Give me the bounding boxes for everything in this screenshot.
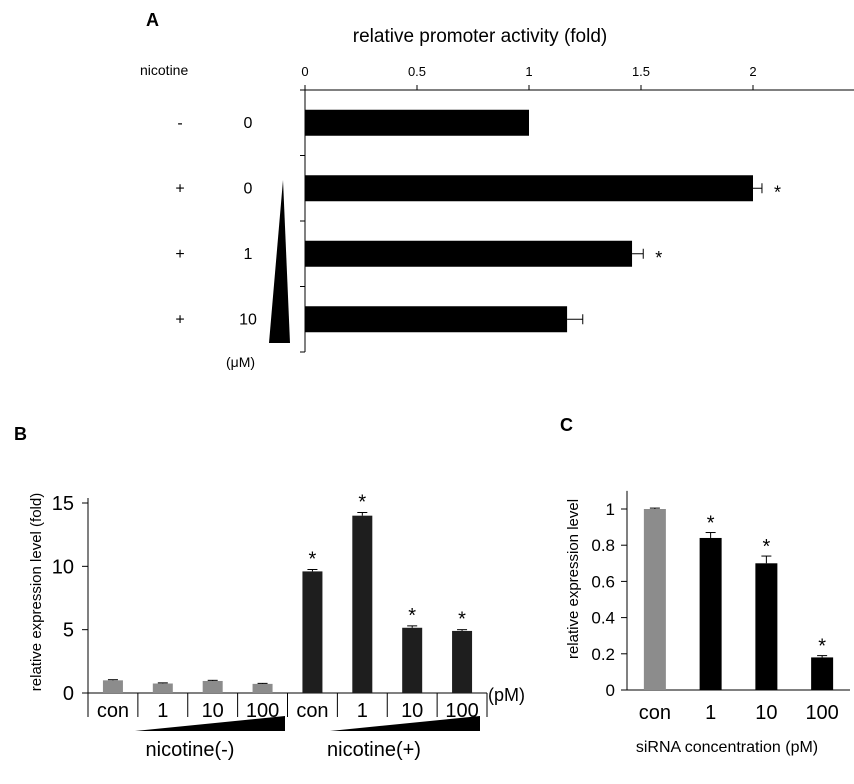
panel-c-y-tick-label: 0.2 [591,645,615,664]
panel-c-bar [811,657,834,690]
panel-c-y-tick-label: 0.8 [591,536,615,555]
panel-c-significance: * [818,636,826,658]
panel-c-x-tick-label: con [639,702,671,724]
panel-a-bar [305,175,753,202]
panel-a-x-tick-label: 2 [749,64,756,79]
panel-b-x-tick-label: 1 [357,700,368,722]
panel-b-bar [352,515,373,693]
panel-c-bar [699,537,722,690]
panel-b-x-tick-label: 10 [202,700,224,722]
panel-c-bar [755,563,778,690]
panel-a-x-tick-label: 1 [525,64,532,79]
panel-a-dose-label: 1 [244,246,253,263]
panel-c-x-tick-label: 10 [755,702,777,724]
panel-c-y-tick-label: 0 [606,681,615,700]
panel-a-nicotine-sign: + [175,180,184,197]
panel-c-xlabel: siRNA concentration (pM) [636,739,818,756]
panel-b-bar [102,680,123,693]
chart-marks: 00.511.522.5-0*+0*+1+10051015con110100*c… [52,64,854,724]
panel-c-significance: * [762,536,770,558]
panel-a-title: relative promoter activity (fold) [353,26,607,47]
panel-a-nicotine-sign: + [175,311,184,328]
panel-a-nicotine-sign: + [175,246,184,263]
panel-c-y-tick-label: 1 [606,500,615,519]
panel-b-significance: * [309,549,317,571]
panel-b-y-tick-label: 0 [63,683,74,705]
panel-c-y-tick-label: 0.4 [591,609,615,628]
panel-b-x-tick-label: con [296,700,328,722]
panel-b-y-tick-label: 10 [52,556,74,578]
panel-a-unit: (μM) [226,354,255,370]
panel-b-significance: * [458,609,466,631]
panel-b-significance: * [358,492,366,514]
panel-b-ylabel: relative expression level (fold) [28,493,45,691]
panel-b-x-tick-label: 100 [246,700,279,722]
panel-a-x-tick-label: 1.5 [632,64,650,79]
panel-b-bar [202,680,223,693]
panel-b-wedge-minus [135,716,285,731]
panel-a-bar [305,240,633,267]
panel-a-x-tick-label: 0.5 [408,64,426,79]
panel-c-bar [643,509,666,690]
panel-a-nicotine-sign: - [177,115,182,132]
panel-a-dose-wedge [269,180,290,343]
panel-b-bar [152,683,173,693]
panel-a-nicotine-label: nicotine [140,62,188,78]
panel-a-bar [305,306,568,333]
panel-b-bar [252,683,273,693]
panel-b-y-tick-label: 5 [63,620,74,642]
panel-a-significance: * [655,248,662,268]
panel-c-y-tick-label: 0.6 [591,572,615,591]
panel-c-significance: * [707,513,715,535]
panel-a-significance: * [774,182,781,202]
panel-c-letter: C [560,415,573,435]
panel-b-letter: B [14,424,27,444]
panel-b-x-tick-label: 10 [401,700,423,722]
panel-b-x-tick-label: 1 [157,700,168,722]
panel-a-dose-label: 0 [244,180,253,197]
panel-a-x-tick-label: 0 [301,64,308,79]
panel-a-dose-label: 10 [239,311,257,328]
panel-b-bar [302,571,323,693]
panel-a-bar [305,109,529,136]
panel-a-dose-label: 0 [244,115,253,132]
panel-b-x-tick-label: con [97,700,129,722]
panel-b-wedge-plus [330,716,480,731]
panel-b-significance: * [408,605,416,627]
panel-b-unit: (pM) [488,685,525,705]
panel-b-bar [452,630,473,693]
panel-b-group-plus: nicotine(+) [327,739,421,761]
panel-b-y-tick-label: 15 [52,493,74,515]
panel-b-x-tick-label: 100 [445,700,478,722]
panel-b-bar [402,627,423,693]
panel-c-x-tick-label: 1 [705,702,716,724]
panel-c-ylabel: relative expression level [565,499,582,659]
panel-a-letter: A [146,10,159,30]
panel-b-group-minus: nicotine(-) [146,739,235,761]
panel-c-x-tick-label: 100 [805,702,838,724]
